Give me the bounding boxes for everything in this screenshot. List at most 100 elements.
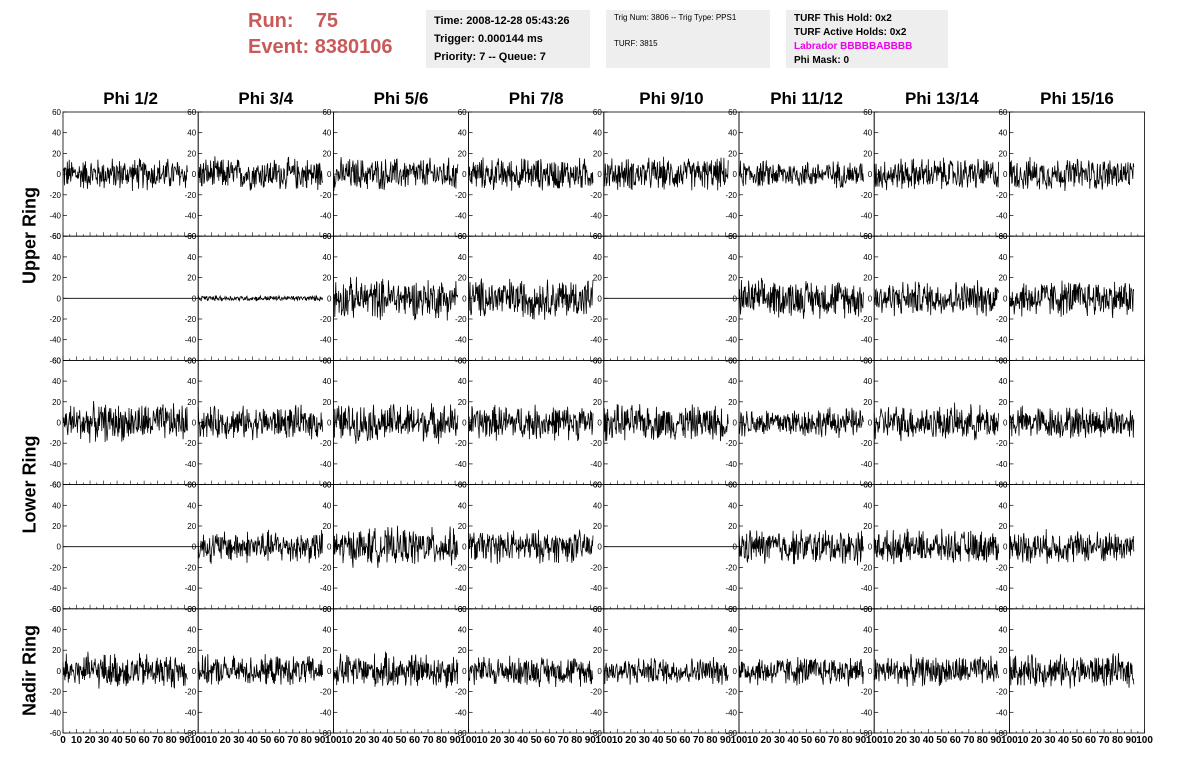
x-tick-label: 60 — [1085, 735, 1097, 746]
x-tick-label: 20 — [896, 735, 908, 746]
y-tick-label: 60 — [187, 232, 196, 241]
y-tick-label: 0 — [462, 667, 467, 676]
y-tick-label: -20 — [185, 563, 197, 572]
panel-frame — [468, 359, 605, 485]
x-tick-label: 90 — [855, 735, 867, 746]
waveform-trace — [873, 280, 999, 317]
waveform-trace — [333, 651, 459, 689]
waveform-trace — [873, 653, 999, 687]
y-tick-label: -60 — [996, 605, 1008, 614]
y-tick-label: 40 — [322, 377, 331, 386]
x-tick-label: 50 — [395, 735, 407, 746]
y-tick-label: -60 — [590, 481, 602, 490]
y-tick-label: -20 — [725, 439, 737, 448]
y-tick-label: 0 — [597, 543, 602, 552]
y-tick-label: -20 — [320, 688, 332, 697]
y-tick-label: 20 — [322, 274, 331, 283]
x-tick-label: 10 — [477, 735, 489, 746]
x-tick-label: 80 — [842, 735, 854, 746]
y-tick-label: 40 — [998, 129, 1007, 138]
y-tick-label: -60 — [185, 729, 197, 738]
y-tick-label: -60 — [861, 356, 873, 365]
waveform-trace — [1009, 156, 1135, 192]
y-tick-label: -60 — [590, 729, 602, 738]
y-tick-label: -60 — [185, 356, 197, 365]
y-tick-label: -60 — [996, 481, 1008, 490]
x-tick-label: 90 — [179, 735, 191, 746]
x-tick-label: 60 — [544, 735, 556, 746]
x-tick-label: 40 — [517, 735, 529, 746]
y-tick-label: 40 — [52, 626, 61, 635]
y-tick-label: 60 — [458, 232, 467, 241]
waveform-trace — [333, 525, 459, 568]
y-tick-label: 20 — [187, 274, 196, 283]
x-tick-label: 10 — [206, 735, 218, 746]
x-tick-label: 70 — [287, 735, 299, 746]
y-tick-label: -20 — [320, 439, 332, 448]
run-label: Run: — [248, 10, 294, 32]
x-tick-label: 30 — [774, 735, 786, 746]
x-tick-label: 20 — [490, 735, 502, 746]
waveform-trace — [333, 403, 459, 444]
y-tick-label: 20 — [458, 522, 467, 531]
y-tick-label: -40 — [996, 336, 1008, 345]
y-tick-label: 40 — [593, 501, 602, 510]
x-tick-label: 40 — [788, 735, 800, 746]
y-tick-label: -40 — [590, 584, 602, 593]
y-tick-label: -40 — [49, 584, 61, 593]
x-tick-label: 60 — [950, 735, 962, 746]
x-tick-label: 100 — [1001, 735, 1018, 746]
y-tick-label: 60 — [322, 356, 331, 365]
x-tick-label: 30 — [98, 735, 110, 746]
y-tick-label: -20 — [996, 191, 1008, 200]
x-tick-label: 10 — [341, 735, 353, 746]
y-tick-label: 40 — [458, 377, 467, 386]
x-tick-label: 100 — [595, 735, 612, 746]
y-tick-label: -20 — [861, 563, 873, 572]
y-tick-label: 60 — [863, 108, 872, 117]
y-tick-label: -60 — [185, 605, 197, 614]
x-tick-label: 60 — [815, 735, 827, 746]
x-tick-label: 50 — [260, 735, 272, 746]
waveform-trace — [1009, 280, 1135, 319]
y-tick-label: 40 — [458, 129, 467, 138]
x-tick-label: 90 — [990, 735, 1002, 746]
y-tick-label: -20 — [725, 563, 737, 572]
y-tick-label: 40 — [187, 253, 196, 262]
x-tick-label: 70 — [693, 735, 705, 746]
y-tick-label: 60 — [863, 605, 872, 614]
y-tick-label: 40 — [593, 253, 602, 262]
y-tick-label: 0 — [57, 419, 62, 428]
x-tick-label: 20 — [625, 735, 637, 746]
y-tick-label: 0 — [462, 543, 467, 552]
y-tick-label: 0 — [327, 667, 332, 676]
y-tick-label: 60 — [322, 232, 331, 241]
y-tick-label: -20 — [725, 191, 737, 200]
waveform-trace — [197, 529, 323, 564]
y-tick-label: 0 — [192, 667, 197, 676]
event-value: 8380106 — [314, 36, 393, 58]
y-tick-label: 20 — [322, 398, 331, 407]
x-tick-label: 80 — [301, 735, 313, 746]
y-tick-label: 0 — [597, 170, 602, 179]
x-tick-label: 60 — [274, 735, 286, 746]
y-tick-label: 40 — [458, 626, 467, 635]
y-tick-label: 0 — [57, 543, 62, 552]
y-tick-label: -20 — [185, 315, 197, 324]
y-tick-label: -60 — [320, 605, 332, 614]
y-tick-label: 40 — [458, 501, 467, 510]
y-tick-label: 0 — [1003, 667, 1008, 676]
y-tick-label: 40 — [728, 129, 737, 138]
y-tick-label: 60 — [52, 605, 61, 614]
y-tick-label: 60 — [187, 481, 196, 490]
y-tick-label: -20 — [185, 439, 197, 448]
y-tick-label: -40 — [861, 584, 873, 593]
x-tick-label: 100 — [866, 735, 883, 746]
y-tick-label: 0 — [597, 294, 602, 303]
x-tick-label: 10 — [1017, 735, 1029, 746]
y-tick-label: 0 — [597, 419, 602, 428]
y-tick-label: -20 — [996, 315, 1008, 324]
y-tick-label: -20 — [455, 191, 467, 200]
run-event-box: Run: 75 Event: 8380106 — [248, 8, 418, 68]
x-tick-label: 80 — [977, 735, 989, 746]
